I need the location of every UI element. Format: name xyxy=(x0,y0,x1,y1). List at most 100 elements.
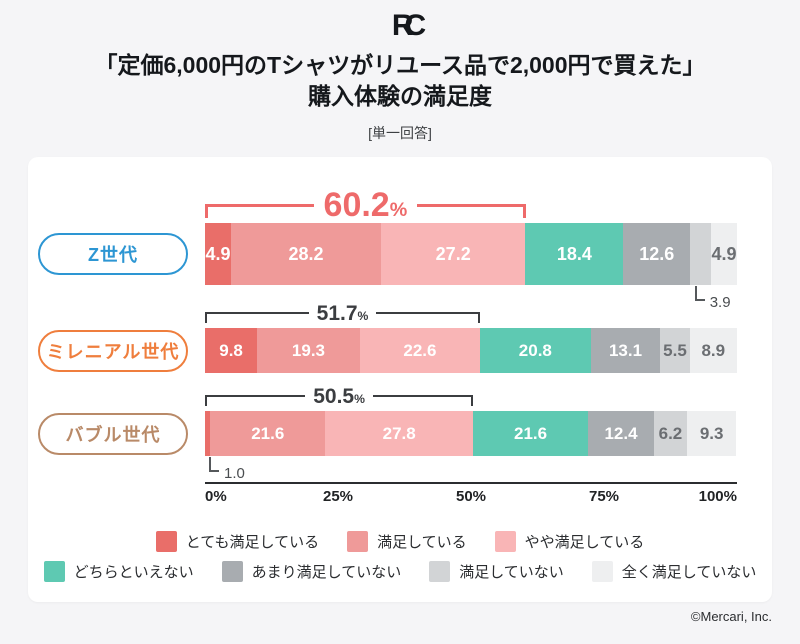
page-title-line1: 「定価6,000円のTシャツがリユース品で2,000円で買えた」 xyxy=(94,52,706,78)
legend-item: どちらといえない xyxy=(43,561,194,582)
x-axis-tick-label: 25% xyxy=(322,488,354,505)
bracket-line xyxy=(417,203,526,218)
total-bracket-label: 51.7% xyxy=(316,301,369,325)
legend-item: 全く満足していない xyxy=(591,561,757,582)
legend-swatch xyxy=(429,561,451,582)
legend-label: やや満足している xyxy=(524,534,645,551)
segment-value-label: 19.3 xyxy=(291,340,325,360)
page-title-line2: 購入体験の満足度 xyxy=(308,83,492,109)
legend-item: 満足していない xyxy=(429,561,564,582)
bracket-end-tick xyxy=(205,312,207,323)
segment-value-label: 21.6 xyxy=(251,423,285,443)
bar-row: 4.9 28.2 27.2 18.4 12.6 4.9 xyxy=(205,223,737,285)
bracket-end-tick xyxy=(205,395,207,406)
bar-segment: 22.6 xyxy=(359,328,481,373)
callout-value-label: 3.9 xyxy=(709,294,731,311)
legend-row: とても満足している 満足している やや満足している xyxy=(28,531,772,552)
rc-logo: RC xyxy=(391,9,426,42)
callout-value-label: 1.0 xyxy=(224,465,245,482)
segment-value-label: 4.9 xyxy=(205,243,231,264)
bar-segment: 5.5 xyxy=(660,328,690,373)
bar-segment: 28.2 xyxy=(231,223,381,285)
segment-value-label: 8.9 xyxy=(701,340,726,360)
total-bracket-label: 50.5% xyxy=(313,384,365,408)
legend-item: 満足している xyxy=(347,531,467,552)
callout-elbow xyxy=(694,286,705,301)
bar-segment: 20.8 xyxy=(480,328,591,373)
legend-swatch xyxy=(347,531,369,552)
bar-segment: 6.2 xyxy=(653,411,687,456)
bar-segment: 9.3 xyxy=(686,411,737,456)
category-pill: Z世代 xyxy=(38,233,188,275)
bar-segment: 19.3 xyxy=(257,328,360,373)
segment-value-label: 12.4 xyxy=(604,423,638,443)
total-bracket: 51.7% xyxy=(205,300,481,326)
callout-elbow xyxy=(209,457,219,472)
segment-value-label: 4.9 xyxy=(711,243,737,264)
bracket-end-tick xyxy=(478,312,481,323)
bracket-line xyxy=(376,312,481,323)
bracket-line xyxy=(205,395,306,406)
legend-label: どちらといえない xyxy=(73,564,194,581)
bar-segment: 13.1 xyxy=(590,328,661,373)
legend-label: とても満足している xyxy=(185,534,320,551)
bar-segment: 27.8 xyxy=(325,411,474,456)
legend-label: あまり満足していない xyxy=(251,564,402,581)
bar-segment: 4.9 xyxy=(205,223,232,285)
x-axis-tick-label: 50% xyxy=(455,488,487,505)
bar-segment: 18.4 xyxy=(525,223,624,285)
bar-segment: 8.9 xyxy=(689,328,737,373)
bar-segment: 12.4 xyxy=(588,411,654,456)
bar-segment: 9.8 xyxy=(205,328,258,373)
page-header: RC 「定価6,000円のTシャツがリユース品で2,000円で買えた」 購入体験… xyxy=(0,0,800,143)
bracket-end-tick xyxy=(471,395,474,406)
stacked-bar-chart: Z世代 4.9 28.2 27.2 18.4 12.6 4.9 60.2% ミレニアル世代 9.8… xyxy=(28,157,772,509)
segment-value-label: 9.8 xyxy=(219,340,243,360)
segment-value-label: 6.2 xyxy=(658,423,683,443)
x-axis-tick-label: 100% xyxy=(698,488,737,505)
segment-value-label: 18.4 xyxy=(556,243,592,264)
bracket-line xyxy=(372,395,474,406)
legend-swatch xyxy=(221,561,243,582)
segment-value-label: 12.6 xyxy=(639,243,675,264)
bar-segment xyxy=(690,223,711,285)
x-axis-tick-label: 75% xyxy=(588,488,620,505)
x-axis-tick-label: 0% xyxy=(205,488,227,505)
segment-value-label: 21.6 xyxy=(514,423,548,443)
legend-label: 全く満足していない xyxy=(621,564,757,581)
segment-value-label: 22.6 xyxy=(403,340,437,360)
legend-swatch xyxy=(591,561,613,582)
bar-segment: 21.6 xyxy=(210,411,326,456)
bar-row: 21.6 27.8 21.6 12.4 6.2 9.3 xyxy=(205,411,737,456)
answer-type-note: [単一回答] xyxy=(368,125,432,141)
total-bracket: 50.5% xyxy=(205,383,474,409)
bar-segment: 12.6 xyxy=(623,223,691,285)
segment-value-label: 28.2 xyxy=(288,243,324,264)
bar-segment: 4.9 xyxy=(710,223,737,285)
chart-card: Z世代 4.9 28.2 27.2 18.4 12.6 4.9 60.2% ミレニアル世代 9.8… xyxy=(28,157,772,602)
total-bracket: 60.2% xyxy=(205,183,526,227)
legend-item: あまり満足していない xyxy=(221,561,402,582)
segment-value-label: 20.8 xyxy=(518,340,552,360)
legend-item: とても満足している xyxy=(155,531,320,552)
segment-value-label: 13.1 xyxy=(608,340,643,360)
legend-swatch xyxy=(494,531,516,552)
category-pill: ミレニアル世代 xyxy=(38,329,188,372)
x-axis-line xyxy=(205,482,737,484)
legend-swatch xyxy=(155,531,177,552)
total-bracket-label: 60.2% xyxy=(323,186,408,224)
legend-row: どちらといえない あまり満足していない 満足していない 全く満足していない xyxy=(28,561,772,582)
bar-segment: 21.6 xyxy=(473,411,589,456)
legend-label: 満足している xyxy=(377,534,467,551)
bar-row: 9.8 19.3 22.6 20.8 13.1 5.5 8.9 xyxy=(205,328,737,373)
legend-item: やや満足している xyxy=(494,531,645,552)
segment-value-label: 27.2 xyxy=(435,243,471,264)
bracket-end-tick xyxy=(205,203,208,218)
chart-legend: とても満足している 満足している やや満足しているどちらといえない あまり満足していな… xyxy=(28,531,772,582)
copyright-note: ©Mercari, Inc. xyxy=(690,609,772,624)
segment-value-label: 27.8 xyxy=(382,423,416,443)
segment-value-label: 5.5 xyxy=(663,340,687,360)
page-title: 「定価6,000円のTシャツがリユース品で2,000円で買えた」 購入体験の満足… xyxy=(0,50,800,112)
bar-segment xyxy=(205,411,211,456)
bracket-line xyxy=(205,203,314,218)
